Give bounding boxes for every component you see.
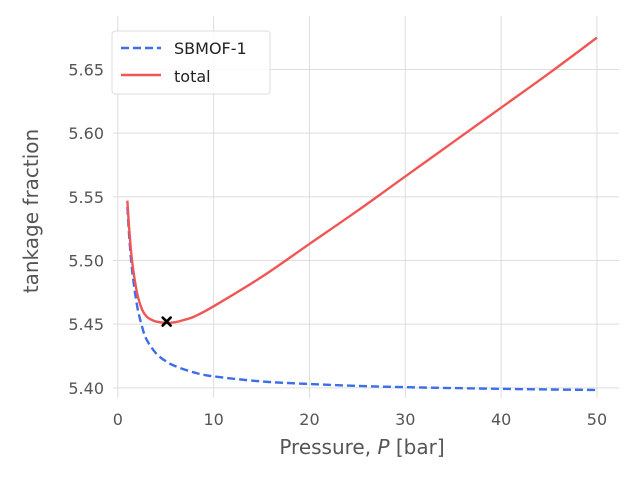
x-tick-label: 20 [299, 410, 319, 429]
legend-label-total: total [174, 67, 211, 86]
x-axis-label-prefix: Pressure, [279, 435, 377, 459]
series-lines [126, 36, 598, 392]
y-tick-labels: 5.40 5.45 5.50 5.55 5.60 5.65 [68, 60, 104, 397]
x-axis-label-var: P [377, 435, 390, 459]
x-axis-label-suffix: [bar] [390, 435, 445, 459]
x-tick-labels: 0 10 20 30 40 50 [113, 410, 607, 429]
y-tick-label: 5.45 [68, 315, 104, 334]
y-tick-label: 5.55 [68, 188, 104, 207]
x-tick-label: 50 [587, 410, 607, 429]
x-tick-label: 0 [113, 410, 123, 429]
x-marker [161, 316, 172, 327]
y-axis-label: tankage fraction [19, 129, 43, 293]
legend-label-sbmof: SBMOF-1 [174, 39, 247, 58]
x-tick-label: 30 [395, 410, 415, 429]
x-axis-label: Pressure, P [bar] [279, 435, 444, 459]
y-tick-label: 5.65 [68, 60, 104, 79]
y-tick-label: 5.50 [68, 251, 104, 270]
y-tick-label: 5.60 [68, 124, 104, 143]
legend: SBMOF-1 total [111, 30, 271, 95]
x-tick-label: 10 [203, 410, 223, 429]
legend-box [111, 30, 271, 95]
series-line-sbmof-1 [126, 206, 597, 392]
y-tick-label: 5.40 [68, 379, 104, 398]
series-line-total [126, 36, 598, 325]
x-tick-label: 40 [491, 410, 511, 429]
optimum-marker [161, 316, 172, 327]
